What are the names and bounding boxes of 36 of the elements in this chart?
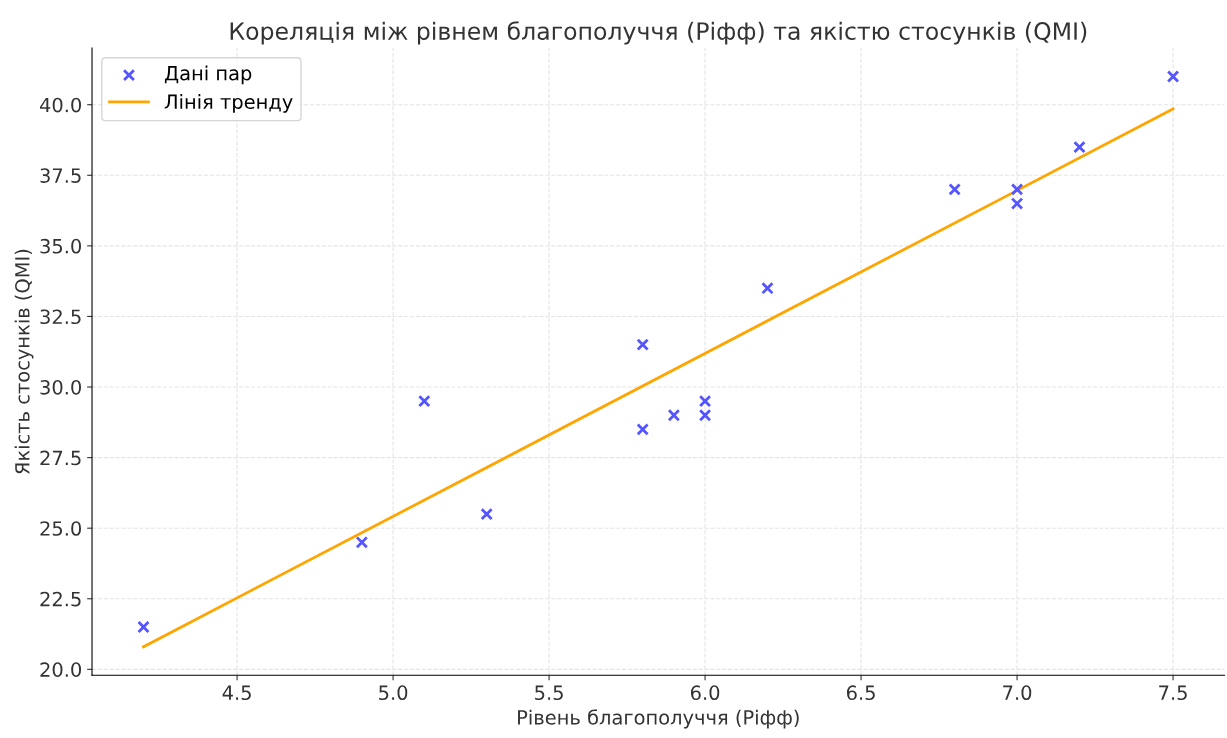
point — [948, 183, 961, 196]
point — [1010, 183, 1024, 196]
point — [137, 620, 150, 634]
point — [417, 394, 431, 408]
point — [636, 423, 649, 436]
legend-label: Дані пар — [164, 65, 252, 85]
x-tick-label: 5.5 — [535, 685, 563, 701]
x-axis-title: Рівень благополуччя (Ріфф) — [518, 709, 799, 729]
x-tick-label: 6.5 — [846, 685, 875, 701]
point — [667, 408, 681, 422]
point — [698, 394, 712, 408]
y-tick-label: 32.5 — [40, 309, 81, 325]
legend-label: Лінія тренду — [164, 94, 293, 113]
x-tick-label: 6.0 — [690, 685, 720, 701]
point — [636, 338, 649, 351]
point — [1166, 70, 1180, 83]
y-tick-label: 27.5 — [40, 450, 81, 466]
point — [761, 281, 774, 295]
point — [1010, 197, 1024, 210]
x-tick-label: 7.5 — [1159, 685, 1187, 701]
point — [698, 408, 712, 422]
x-tick-label: 4.5 — [222, 685, 251, 701]
point — [355, 536, 369, 549]
y-tick-label: 25.0 — [40, 521, 82, 536]
y-tick-label: 35.0 — [40, 238, 82, 254]
chart-title: Кореляція між рівнем благополуччя (Ріфф) та якістю стосунків (QMI) — [230, 21, 1087, 45]
y-tick-label: 30.0 — [40, 379, 82, 395]
y-tick-label: 40.0 — [39, 97, 82, 113]
y-tick-label: 22.5 — [40, 591, 81, 607]
x-tick-label: 7.0 — [1003, 685, 1032, 701]
point — [480, 507, 493, 521]
y-axis-title: Якість стосунків (QMI) — [14, 249, 34, 474]
x-tick-label: 5.0 — [379, 685, 408, 701]
y-tick-label: 20.0 — [40, 662, 82, 678]
y-tick-label: 37.5 — [40, 168, 81, 183]
point — [1073, 140, 1086, 154]
